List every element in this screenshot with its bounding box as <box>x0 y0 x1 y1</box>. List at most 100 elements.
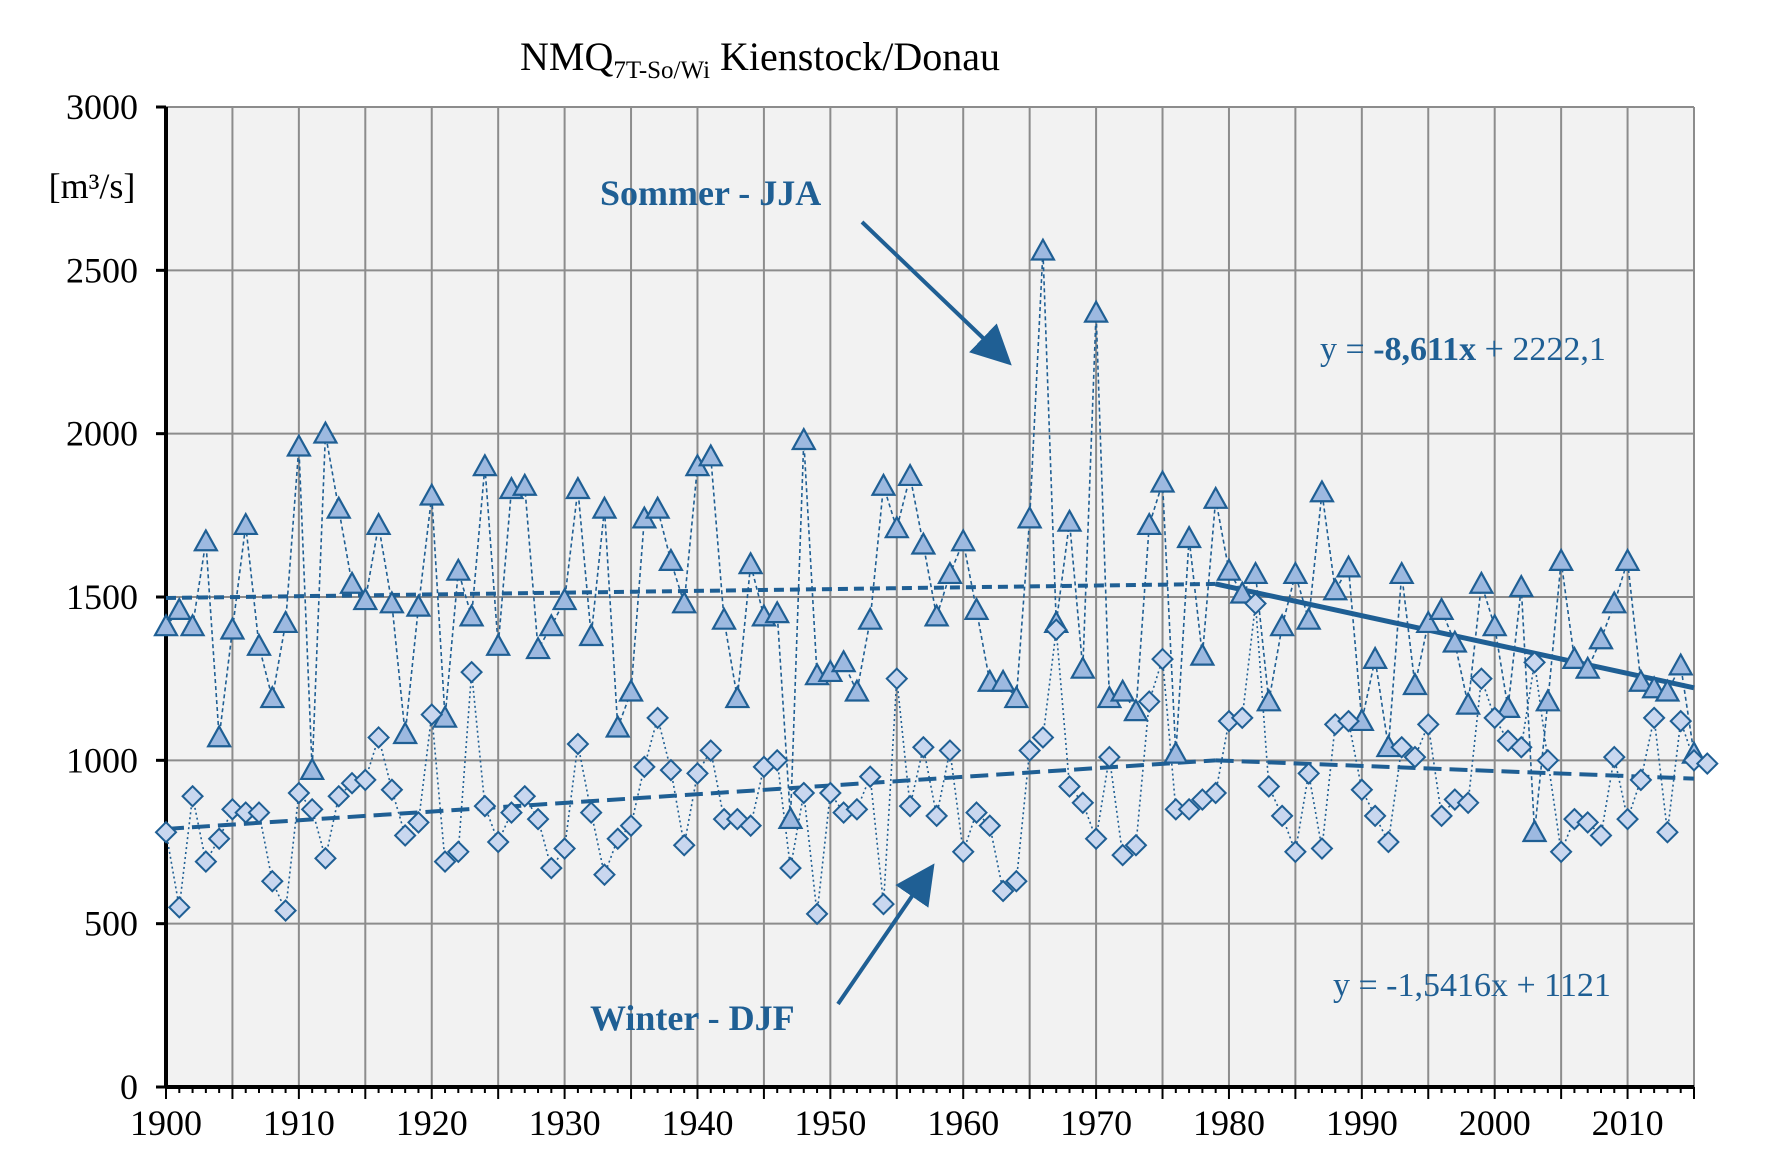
winter-data-point <box>566 732 590 756</box>
sommer-data-point <box>923 603 950 627</box>
winter-data-point <box>672 833 696 857</box>
sommer-data-point <box>1495 694 1521 718</box>
sommer-data-point <box>591 495 618 519</box>
winter-data-point <box>911 735 935 759</box>
winter-data-point <box>845 797 869 821</box>
sommer-data-point <box>910 531 937 555</box>
winter-data-point <box>1616 807 1639 831</box>
sommer-data-point <box>1534 688 1561 712</box>
sommer-data-point <box>418 482 445 506</box>
sommer-data-point <box>485 632 512 656</box>
winter-data-point <box>739 814 763 838</box>
sommer-data-point <box>883 515 910 539</box>
y-tick-label: 1000 <box>66 740 138 780</box>
sommer-data-point <box>1322 577 1349 601</box>
winter-data-point <box>553 837 577 860</box>
sommer-data-point <box>352 587 379 611</box>
winter-data-point <box>433 850 457 874</box>
winter-data-point <box>765 748 789 772</box>
winter-data-point <box>619 814 643 838</box>
x-tick-label: 1940 <box>661 1103 733 1143</box>
winter-data-point <box>327 784 351 808</box>
winter-data-point <box>393 824 417 847</box>
winter-data-point <box>1656 820 1679 844</box>
sommer-data-point <box>857 606 884 630</box>
sommer-data-point <box>1229 580 1256 604</box>
sommer-data-point <box>897 462 923 487</box>
winter-data-point <box>858 765 882 789</box>
winter-data-point <box>1416 712 1440 736</box>
sommer-data-point <box>1136 511 1163 536</box>
x-tick-label: 1930 <box>529 1103 601 1143</box>
x-tick-label: 1910 <box>263 1103 335 1143</box>
winter-data-point <box>606 827 630 851</box>
winter-data-point <box>194 850 218 874</box>
winter-series-label: Winter - DJF <box>590 998 795 1038</box>
winter-data-point <box>353 768 377 792</box>
winter-data-point <box>420 703 444 727</box>
winter-data-point <box>659 758 683 782</box>
sommer-data-point <box>644 495 671 519</box>
winter-data-point <box>925 804 949 828</box>
sommer-data-point <box>737 551 764 575</box>
sommer-data-point <box>232 511 259 536</box>
winter-data-point <box>380 778 404 802</box>
winter-data-point <box>1483 706 1507 730</box>
sommer-data-point <box>1654 678 1681 702</box>
winter-data-point <box>1084 827 1108 851</box>
winter-data-point <box>1469 667 1493 691</box>
winter-data-point <box>526 807 550 831</box>
sommer-data-point <box>259 685 286 709</box>
winter-data-point <box>1602 745 1626 769</box>
sommer-data-point <box>565 475 591 500</box>
winter-data-point <box>167 895 191 919</box>
sommer-data-point <box>192 528 219 552</box>
winter-data-point <box>699 739 723 762</box>
winter-data-point <box>1244 592 1267 615</box>
winter-data-point <box>885 667 909 691</box>
winter-trend-equation: y = -1,5416x + 1121 <box>1333 967 1611 1004</box>
sommer-data-point <box>1309 479 1335 503</box>
sommer-data-point <box>538 613 565 637</box>
winter-data-point <box>539 856 563 880</box>
sommer-data-point <box>1415 609 1442 634</box>
winter-data-point <box>686 761 709 785</box>
sommer-data-point <box>339 570 365 594</box>
sommer-data-point <box>1455 691 1481 715</box>
winter-data-point <box>818 781 842 805</box>
x-tick-label: 1920 <box>396 1103 468 1143</box>
sommer-data-point <box>1176 524 1202 549</box>
winter-data-point <box>260 869 284 893</box>
sommer-data-point <box>1030 237 1056 261</box>
sommer-data-point <box>618 678 644 702</box>
sommer-data-point <box>153 613 179 637</box>
winter-data-point <box>938 739 962 762</box>
sommer-data-point <box>950 528 977 552</box>
sommer-data-point <box>1269 613 1295 637</box>
winter-data-point <box>274 899 297 923</box>
sommer-data-point <box>1574 655 1601 679</box>
sommer-data-point <box>937 560 963 585</box>
sommer-data-point <box>1508 573 1535 598</box>
chart-title: NMQ7T-So/Wi Kienstock/Donau <box>520 34 1000 84</box>
sommer-data-point <box>392 720 419 745</box>
winter-data-point <box>579 801 603 825</box>
winter-data-point <box>287 781 311 805</box>
trendline-dashed <box>1215 758 1695 781</box>
sommer-data-point <box>166 596 193 620</box>
winter-data-point <box>1204 781 1228 805</box>
winter-data-point <box>965 801 988 825</box>
sommer-data-point <box>1468 570 1495 594</box>
winter-data-point <box>1230 706 1254 730</box>
sommer-data-point <box>777 805 804 830</box>
winter-data-point <box>1044 618 1068 642</box>
sommer-data-point <box>445 557 472 581</box>
winter-data-point <box>1151 647 1174 671</box>
x-tick-label: 1900 <box>130 1103 202 1143</box>
winter-data-point <box>632 755 656 779</box>
sommer-data-point <box>365 511 392 536</box>
sommer-data-point <box>1614 547 1641 571</box>
winter-data-point <box>1576 810 1600 834</box>
sommer-data-point <box>711 606 737 630</box>
winter-data-point <box>1536 748 1560 772</box>
